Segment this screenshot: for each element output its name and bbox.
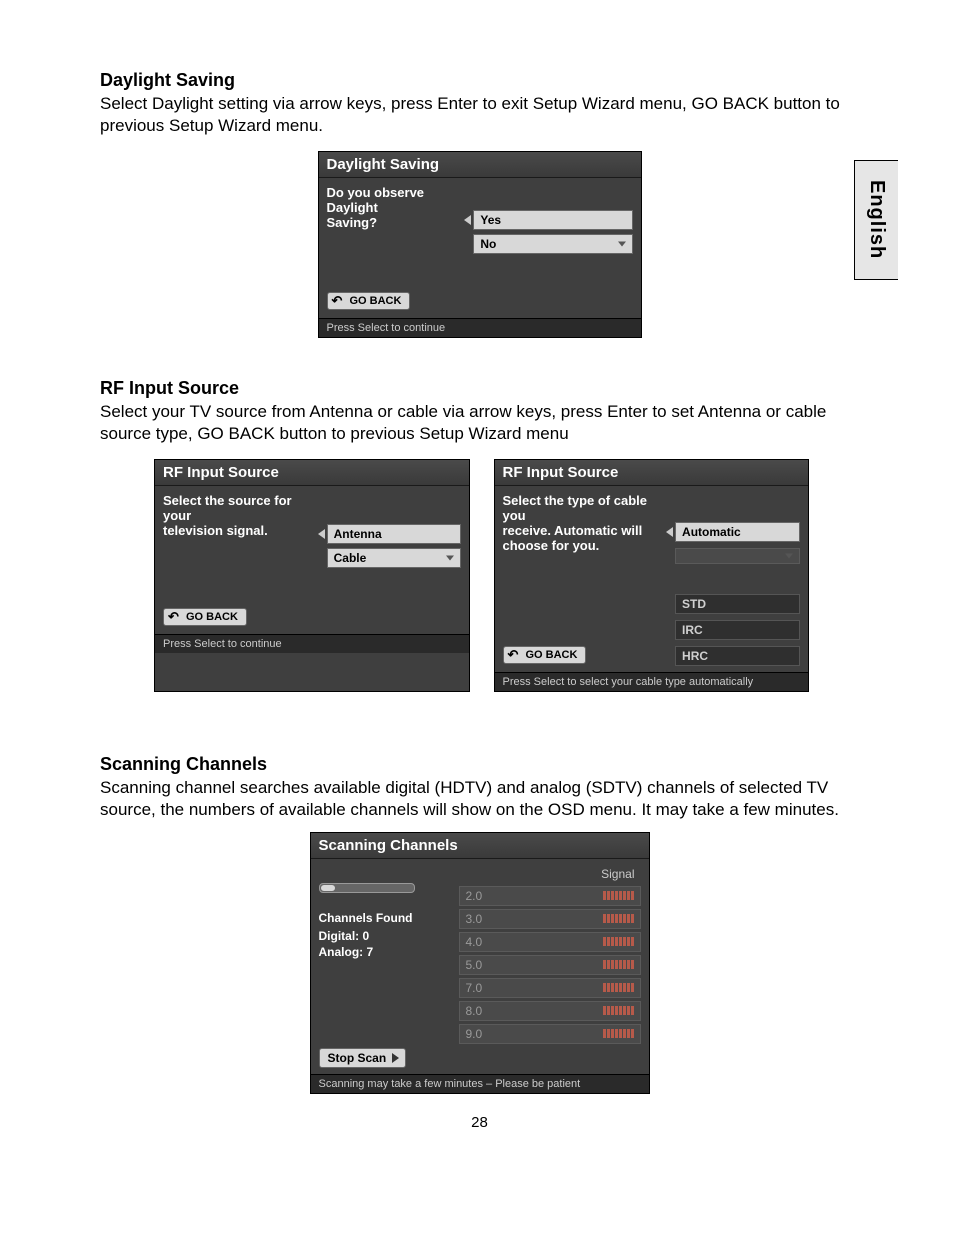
osd-rf-panel-2: RF Input Source Select the type of cable…: [494, 459, 810, 692]
signal-bar: [603, 983, 634, 992]
osd-daylight-footer: Press Select to continue: [319, 318, 641, 337]
osd-rf1-prompt: Select the source for your television si…: [163, 492, 327, 598]
scan-row: 3.0: [459, 909, 641, 929]
page-number: 28: [100, 1114, 859, 1131]
osd-daylight-title: Daylight Saving: [319, 152, 641, 178]
signal-bar: [603, 937, 634, 946]
signal-bar: [603, 960, 634, 969]
page-content: Daylight Saving Select Daylight setting …: [0, 0, 954, 1131]
channel-number: 9.0: [466, 1027, 603, 1041]
scan-row: 9.0: [459, 1024, 641, 1044]
scan-row: 4.0: [459, 932, 641, 952]
option-std[interactable]: STD: [675, 594, 800, 614]
body-scan: Scanning channel searches available digi…: [100, 777, 859, 821]
digital-count: Digital: 0: [319, 929, 459, 943]
osd-rf-panel-1: RF Input Source Select the source for yo…: [154, 459, 470, 692]
chevron-down-icon: [785, 554, 793, 559]
option-cable[interactable]: Cable: [327, 548, 461, 568]
signal-bar: [603, 1029, 634, 1038]
option-no[interactable]: No: [473, 234, 632, 254]
channel-number: 3.0: [466, 912, 603, 926]
option-automatic[interactable]: Automatic: [675, 522, 800, 542]
osd-rf1-title: RF Input Source: [155, 460, 469, 486]
channel-number: 5.0: [466, 958, 603, 972]
option-antenna[interactable]: Antenna: [327, 524, 461, 544]
go-back-button[interactable]: GO BACK: [327, 292, 411, 310]
back-arrow-icon: [168, 611, 182, 623]
option-blank[interactable]: [675, 548, 800, 564]
heading-rf: RF Input Source: [100, 378, 859, 399]
body-rf: Select your TV source from Antenna or ca…: [100, 401, 859, 445]
body-daylight: Select Daylight setting via arrow keys, …: [100, 93, 859, 137]
channel-number: 8.0: [466, 1004, 603, 1018]
osd-rf2-title: RF Input Source: [495, 460, 809, 486]
scan-left-column: Channels Found Digital: 0 Analog: 7: [319, 867, 459, 1044]
osd-rf2-prompt: Select the type of cable you receive. Au…: [503, 492, 676, 666]
signal-bar: [603, 1006, 634, 1015]
signal-header: Signal: [601, 867, 634, 881]
osd-daylight-prompt: Do you observe Daylight Saving?: [327, 184, 474, 282]
chevron-down-icon: [618, 242, 626, 247]
back-arrow-icon: [508, 649, 522, 661]
analog-count: Analog: 7: [319, 945, 459, 959]
heading-scan: Scanning Channels: [100, 754, 859, 775]
channels-found-label: Channels Found: [319, 911, 459, 925]
heading-daylight: Daylight Saving: [100, 70, 859, 91]
scan-row: 2.0: [459, 886, 641, 906]
osd-scan-footer: Scanning may take a few minutes – Please…: [311, 1074, 649, 1093]
option-yes[interactable]: Yes: [473, 210, 632, 230]
osd-rf1-footer: Press Select to continue: [155, 634, 469, 653]
scan-progress-bar: [319, 883, 415, 893]
stop-scan-button[interactable]: Stop Scan: [319, 1048, 407, 1068]
chevron-down-icon: [446, 556, 454, 561]
osd-rf2-footer: Press Select to select your cable type a…: [495, 672, 809, 691]
channel-number: 2.0: [466, 889, 603, 903]
play-icon: [392, 1053, 399, 1063]
option-irc[interactable]: IRC: [675, 620, 800, 640]
osd-scan-title: Scanning Channels: [311, 833, 649, 859]
osd-daylight-panel: Daylight Saving Do you observe Daylight …: [318, 151, 642, 338]
back-arrow-icon: [332, 295, 346, 307]
channel-number: 7.0: [466, 981, 603, 995]
go-back-button[interactable]: GO BACK: [503, 646, 587, 664]
signal-bar: [603, 891, 634, 900]
scan-row: 7.0: [459, 978, 641, 998]
go-back-button[interactable]: GO BACK: [163, 608, 247, 626]
osd-scan-panel: Scanning Channels Channels Found Digital…: [310, 832, 650, 1094]
scan-channel-list: Signal 2.0 3.0 4.0 5.0 7.0 8.0 9.0: [459, 867, 641, 1044]
channel-number: 4.0: [466, 935, 603, 949]
scan-row: 5.0: [459, 955, 641, 975]
signal-bar: [603, 914, 634, 923]
scan-row: 8.0: [459, 1001, 641, 1021]
